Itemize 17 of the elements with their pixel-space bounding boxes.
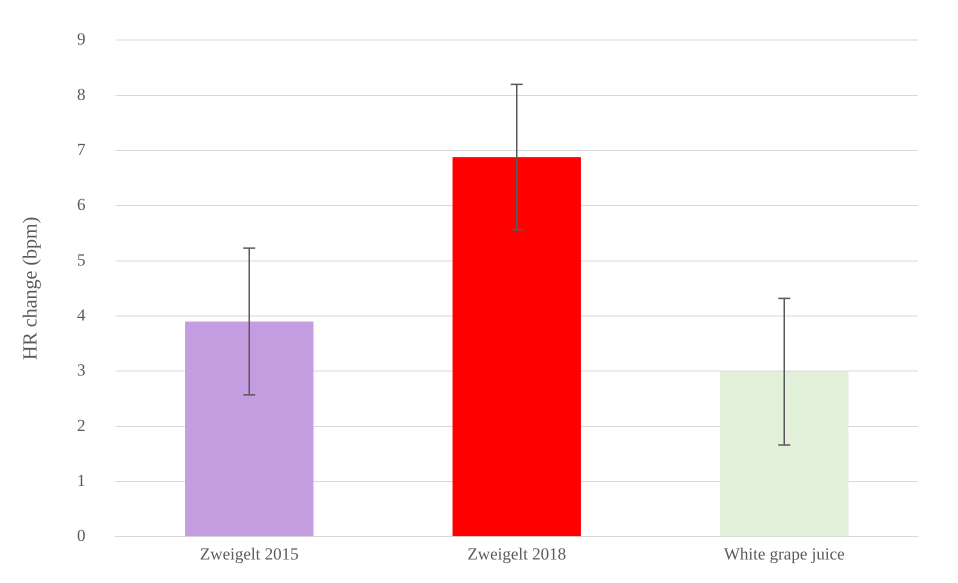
bar [720, 372, 848, 536]
y-tick-label: 3 [77, 360, 86, 380]
y-tick-label: 5 [77, 250, 86, 270]
y-tick-label: 0 [77, 526, 86, 546]
y-axis-title: HR change (bpm) [19, 216, 42, 360]
bar [185, 321, 314, 536]
x-tick-label: White grape juice [724, 544, 845, 564]
x-tick-label: Zweigelt 2018 [467, 544, 566, 564]
y-tick-label: 6 [77, 195, 86, 214]
y-tick-label: 1 [77, 470, 86, 490]
y-tick-label: 2 [77, 416, 86, 435]
y-tick-label: 9 [77, 30, 86, 49]
y-tick-label: 8 [77, 84, 86, 104]
y-tick-label: 7 [77, 140, 86, 159]
y-tick-label: 4 [77, 305, 86, 324]
bar [452, 157, 581, 536]
x-tick-label: Zweigelt 2015 [200, 544, 299, 564]
